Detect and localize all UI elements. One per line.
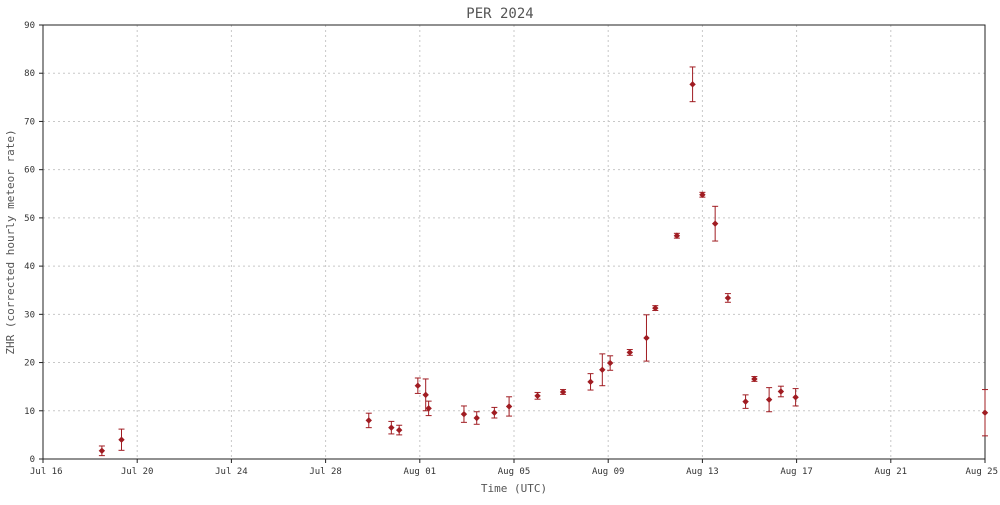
x-tick-label: Aug 05 [498, 467, 531, 477]
data-point [751, 375, 758, 383]
data-point [460, 405, 468, 423]
data-points [98, 66, 989, 457]
diamond-marker [643, 334, 650, 342]
x-tick-label: Aug 01 [404, 467, 437, 477]
data-point [425, 400, 432, 417]
x-tick-label: Jul 16 [30, 467, 63, 477]
data-point [414, 377, 422, 394]
data-point [606, 355, 614, 371]
diamond-marker [365, 417, 372, 424]
diamond-marker [425, 405, 432, 412]
data-point [765, 387, 773, 413]
data-point [365, 412, 372, 429]
diamond-marker [724, 294, 732, 302]
diamond-marker [606, 359, 614, 367]
data-point [626, 349, 633, 356]
diamond-marker [395, 426, 403, 434]
x-tick-label: Jul 24 [215, 467, 248, 477]
chart-title: PER 2024 [466, 6, 533, 22]
y-tick-label: 60 [24, 166, 35, 176]
data-point [792, 388, 799, 407]
diamond-marker [711, 220, 719, 227]
x-tick-label: Aug 25 [965, 467, 998, 477]
y-tick-label: 0 [30, 455, 35, 465]
grid-lines [43, 25, 985, 459]
data-point [699, 191, 706, 198]
data-point [724, 293, 732, 303]
diamond-marker [751, 375, 758, 383]
data-point [422, 378, 429, 412]
data-point [388, 420, 395, 435]
data-point [473, 411, 480, 425]
data-point [673, 232, 681, 239]
diamond-marker [473, 414, 480, 422]
diamond-marker [388, 424, 395, 431]
diamond-marker [626, 349, 633, 356]
data-point [98, 445, 106, 457]
diamond-marker [587, 378, 594, 386]
diamond-marker [98, 447, 106, 455]
y-tick-label: 40 [24, 262, 35, 272]
diamond-marker [689, 81, 696, 88]
y-tick-label: 50 [24, 214, 35, 224]
x-tick-label: Aug 21 [875, 467, 908, 477]
y-tick-label: 20 [24, 359, 35, 369]
diamond-marker [559, 388, 567, 396]
diamond-marker [505, 403, 513, 410]
data-point [711, 205, 719, 242]
y-tick-label: 80 [24, 69, 35, 79]
diamond-marker [777, 388, 785, 395]
diamond-marker [491, 409, 498, 416]
y-tick-label: 30 [24, 310, 35, 320]
y-axis-ticks: 0 10 20 30 40 50 60 70 80 90 [24, 21, 43, 465]
diamond-marker [699, 191, 706, 198]
data-point [491, 406, 498, 419]
x-tick-label: Jul 28 [309, 467, 342, 477]
data-point [689, 66, 696, 103]
diamond-marker [792, 394, 799, 401]
data-point [559, 388, 567, 396]
diamond-marker [118, 436, 125, 443]
data-point [395, 424, 403, 436]
data-point [599, 353, 606, 387]
x-tick-label: Jul 20 [121, 467, 154, 477]
data-point [587, 373, 594, 391]
x-tick-label: Aug 17 [780, 467, 813, 477]
y-tick-label: 90 [24, 21, 35, 31]
diamond-marker [599, 366, 606, 373]
y-tick-label: 70 [24, 117, 35, 127]
diamond-marker [422, 391, 429, 399]
x-axis-ticks: Jul 16 Jul 20 Jul 24 Jul 28 Aug 01 Aug 05 Aug … [30, 459, 998, 477]
diamond-marker [673, 232, 681, 239]
data-point [118, 428, 125, 451]
data-point [742, 394, 749, 409]
diamond-marker [460, 410, 468, 418]
diamond-marker [765, 396, 773, 403]
data-point [505, 396, 513, 417]
diamond-marker [414, 382, 422, 389]
x-tick-label: Aug 09 [592, 467, 625, 477]
data-point [643, 314, 650, 362]
x-axis-label: Time (UTC) [481, 482, 547, 495]
data-point [777, 385, 785, 398]
diamond-marker [652, 304, 659, 312]
x-tick-label: Aug 13 [686, 467, 719, 477]
y-axis-label: ZHR (corrected hourly meteor rate) [4, 129, 17, 354]
diamond-marker [742, 398, 749, 405]
data-point [534, 391, 541, 400]
diamond-marker [981, 409, 989, 416]
data-point [981, 389, 989, 437]
data-point [652, 304, 659, 312]
y-tick-label: 10 [24, 407, 35, 417]
diamond-marker [534, 392, 541, 400]
